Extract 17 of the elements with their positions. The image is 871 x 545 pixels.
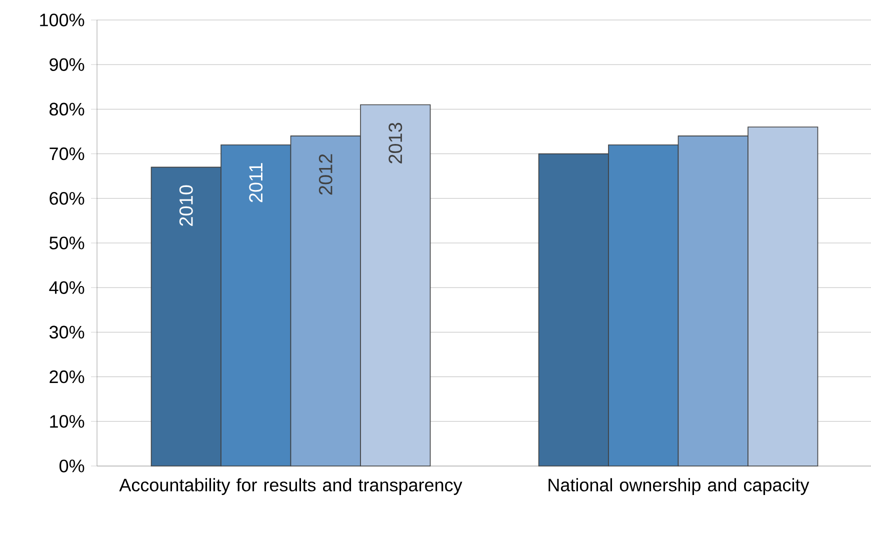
- series-label: 2011: [249, 163, 263, 202]
- y-tick-label: 50%: [50, 236, 84, 250]
- y-tick-label: 90%: [50, 58, 84, 71]
- series-label: 2012: [318, 154, 332, 195]
- series-label: 2013: [388, 122, 402, 164]
- x-tick-label: National ownership and capacity: [548, 478, 810, 495]
- y-tick-label: 70%: [50, 147, 84, 160]
- x-tick-label: Accountability for results and transparency: [119, 478, 462, 495]
- y-tick-label: 10%: [50, 415, 84, 428]
- y-tick-label: 20%: [50, 370, 84, 384]
- y-tick-label: 100%: [40, 14, 84, 26]
- y-tick-label: 80%: [50, 102, 84, 116]
- series-label: 2010: [179, 185, 193, 226]
- y-tick-label: 30%: [49, 326, 84, 339]
- y-tick-label: 0%: [59, 460, 84, 472]
- y-tick-label: 60%: [50, 192, 84, 205]
- y-tick-label: 40%: [49, 281, 84, 294]
